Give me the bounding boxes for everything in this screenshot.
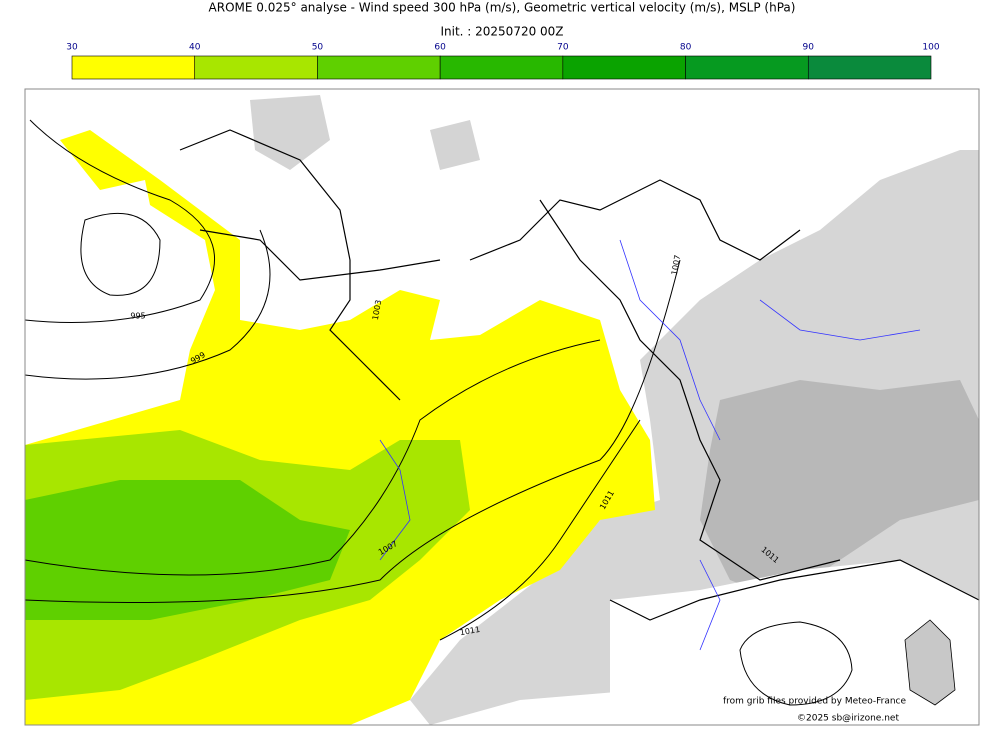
source-credit: from grib files provided by Meteo-France [723, 697, 906, 707]
terrain [250, 95, 480, 170]
sea [610, 560, 979, 725]
wind-60 [25, 480, 350, 620]
colorbar-segment [685, 55, 809, 80]
colorbar-tick-label: 50 [312, 43, 324, 53]
isobar-label: 995 [130, 312, 145, 321]
isobar-label: 1003 [371, 299, 383, 321]
colorbar: 30 40 50 60 70 80 90 100 [66, 43, 940, 80]
terrain [700, 380, 979, 600]
colorbar-segment [194, 55, 318, 80]
colorbar-segment [317, 55, 441, 80]
island [904, 619, 956, 706]
colorbar-tick-label: 100 [922, 43, 939, 53]
map-frame [24, 88, 980, 726]
isobars [25, 119, 853, 706]
init-time: Init. : 20250720 00Z [440, 25, 563, 39]
copyright: ©2025 sb@irizone.net [797, 714, 899, 724]
colorbar-tick-label: 60 [434, 43, 446, 53]
colorbar-tick-label: 70 [557, 43, 569, 53]
colorbar-segment [807, 55, 932, 80]
colorbar-tick-label: 80 [680, 43, 692, 53]
rivers [379, 239, 921, 651]
isobar-label: 1011 [459, 625, 481, 637]
title: AROME 0.025° analyse - Wind speed 300 hP… [209, 1, 796, 15]
colorbar-tick-label: 90 [803, 43, 815, 53]
isobar-label: 1007 [670, 254, 682, 276]
colorbar-tick-label: 30 [66, 43, 78, 53]
colorbar-segment [71, 55, 196, 80]
colorbar-segment [562, 55, 686, 80]
colorbar-tick-label: 40 [189, 43, 201, 53]
colorbar-segment [439, 55, 564, 80]
borders [179, 129, 979, 621]
